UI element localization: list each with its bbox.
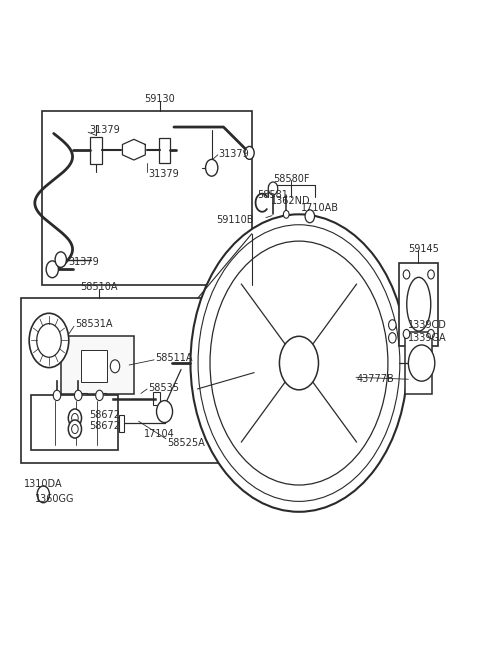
Bar [81, 350, 107, 383]
Circle shape [279, 336, 319, 390]
Text: 43777B: 43777B [357, 374, 395, 384]
Bar [405, 332, 432, 394]
Bar [96, 393, 106, 405]
Circle shape [29, 313, 69, 367]
Text: 31379: 31379 [148, 169, 179, 179]
Text: 31379: 31379 [89, 125, 120, 136]
Text: 1360GG: 1360GG [35, 494, 74, 504]
Bar [21, 299, 254, 463]
Circle shape [37, 486, 49, 503]
Circle shape [191, 214, 408, 512]
Bar [42, 111, 252, 286]
Text: 58672: 58672 [89, 410, 120, 420]
Circle shape [72, 424, 78, 434]
Circle shape [403, 270, 410, 279]
Circle shape [53, 390, 61, 401]
Circle shape [245, 147, 254, 159]
Bar [61, 336, 134, 394]
Circle shape [36, 324, 61, 357]
Text: 1310DA: 1310DA [24, 479, 63, 489]
Circle shape [72, 413, 78, 422]
Text: 17104: 17104 [144, 429, 175, 440]
Text: 59130: 59130 [144, 94, 175, 104]
Bar [94, 415, 100, 432]
Circle shape [268, 182, 278, 195]
Text: 31379: 31379 [68, 257, 98, 267]
Circle shape [283, 210, 289, 218]
Circle shape [305, 210, 314, 223]
Circle shape [428, 329, 434, 339]
Bar [102, 415, 108, 432]
Circle shape [408, 345, 435, 381]
Text: 31379: 31379 [219, 149, 250, 159]
Text: 58672: 58672 [89, 421, 120, 431]
Circle shape [68, 420, 82, 438]
Bar [119, 415, 124, 432]
Circle shape [403, 329, 410, 339]
Bar [159, 138, 170, 162]
Bar [77, 393, 87, 405]
Bar [153, 392, 160, 405]
Text: 58581: 58581 [257, 190, 288, 200]
Text: 59110B: 59110B [216, 214, 254, 225]
Polygon shape [122, 140, 145, 160]
Text: 58510A: 58510A [80, 282, 117, 291]
Text: 1339GA: 1339GA [408, 333, 447, 343]
Text: 58531A: 58531A [75, 319, 112, 329]
Circle shape [74, 390, 82, 401]
Circle shape [428, 270, 434, 279]
Circle shape [210, 241, 388, 485]
Text: 1339CD: 1339CD [408, 320, 447, 330]
Circle shape [68, 409, 82, 427]
Circle shape [96, 390, 103, 401]
Circle shape [156, 401, 172, 422]
Text: 1710AB: 1710AB [301, 203, 339, 213]
Bar [110, 415, 116, 432]
Text: 58525A: 58525A [167, 438, 204, 447]
Text: 1362ND: 1362ND [271, 196, 311, 206]
Bar [399, 263, 438, 346]
Circle shape [55, 252, 66, 267]
Circle shape [110, 360, 120, 373]
Circle shape [389, 320, 396, 330]
Text: 58535: 58535 [148, 383, 179, 392]
Circle shape [389, 333, 396, 343]
Bar [31, 396, 118, 451]
Circle shape [205, 159, 218, 176]
Text: 58511A: 58511A [155, 353, 192, 363]
Bar [91, 137, 102, 164]
Circle shape [46, 261, 59, 278]
Text: 58580F: 58580F [273, 174, 309, 184]
Bar [88, 415, 93, 432]
Text: 59145: 59145 [408, 244, 439, 253]
